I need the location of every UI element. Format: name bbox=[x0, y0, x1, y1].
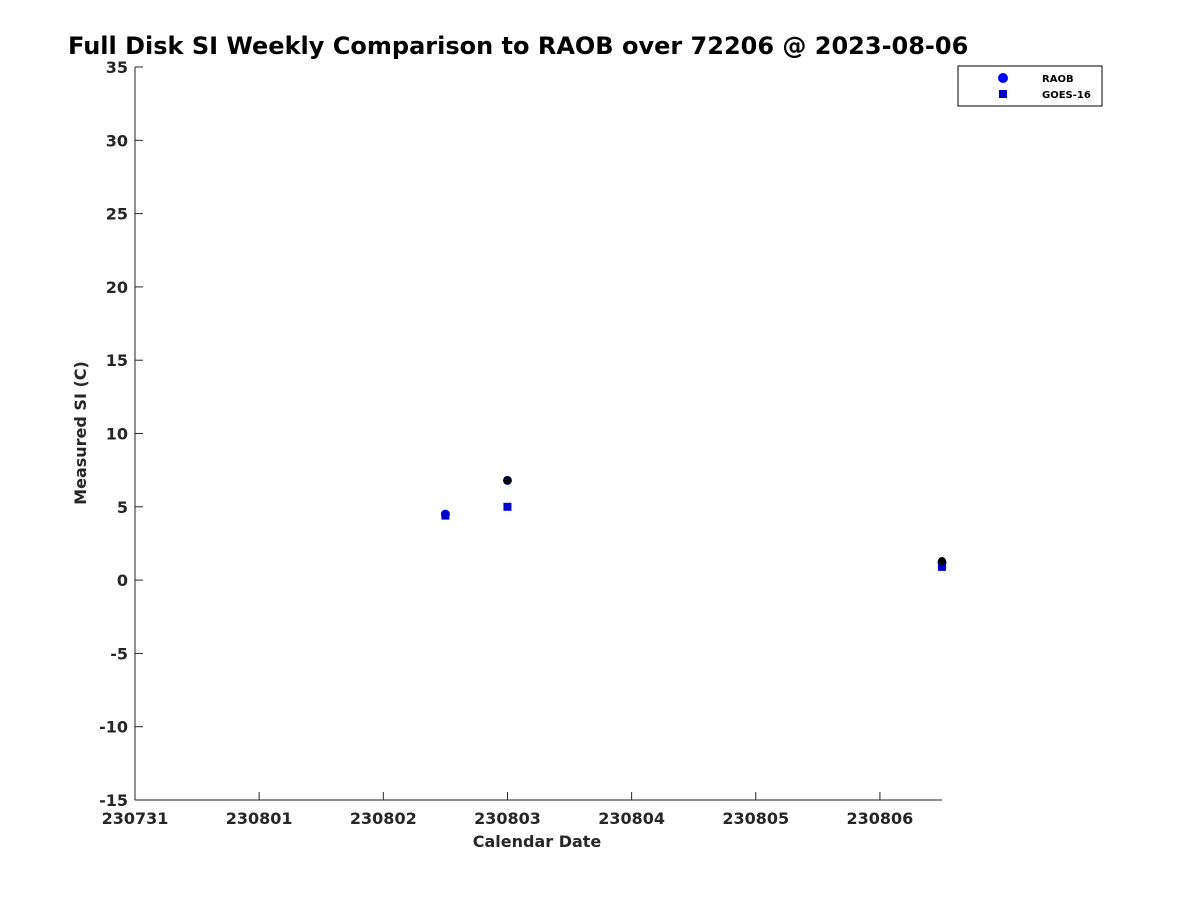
y-tick-label: 20 bbox=[106, 278, 128, 297]
x-tick-label: 230806 bbox=[847, 809, 914, 828]
y-tick-label: 0 bbox=[117, 571, 128, 590]
x-tick-label: 230805 bbox=[722, 809, 789, 828]
legend-label-goes16: GOES-16 bbox=[1042, 90, 1091, 101]
y-tick-label: 15 bbox=[106, 351, 128, 370]
outlier-point bbox=[938, 557, 946, 566]
x-tick-label: 230731 bbox=[102, 809, 169, 828]
goes16-point bbox=[938, 562, 946, 571]
x-tick-label: 230801 bbox=[226, 809, 293, 828]
y-tick-label: -15 bbox=[99, 791, 128, 810]
outlier-point bbox=[503, 476, 512, 485]
y-tick-label: -10 bbox=[99, 718, 128, 737]
x-tick-label: 230803 bbox=[474, 809, 541, 828]
chart-title: Full Disk SI Weekly Comparison to RAOB o… bbox=[68, 32, 968, 60]
y-axis-label: Measured SI (C) bbox=[71, 361, 90, 505]
y-tick-label: 5 bbox=[117, 498, 128, 517]
legend-label-raob: RAOB bbox=[1042, 74, 1074, 85]
legend-marker-raob bbox=[998, 73, 1008, 83]
axes: -15 -10 -5 0 5 10 15 20 25 30 35 230731 230801 230802… bbox=[99, 58, 942, 828]
legend-marker-goes16 bbox=[999, 90, 1007, 98]
legend-box bbox=[957, 65, 1103, 107]
y-tick-label: 35 bbox=[106, 58, 128, 77]
goes16-point bbox=[503, 502, 512, 511]
x-axis-label: Calendar Date bbox=[473, 832, 602, 851]
data-marks bbox=[440, 475, 947, 571]
y-tick-label: -5 bbox=[110, 644, 128, 663]
x-tick-label: 230804 bbox=[598, 809, 665, 828]
y-tick-label: 30 bbox=[106, 131, 128, 150]
x-tick-label: 230802 bbox=[350, 809, 417, 828]
legend: RAOB GOES-16 bbox=[957, 65, 1103, 107]
y-tick-label: 10 bbox=[106, 425, 128, 444]
y-tick-label: 25 bbox=[106, 205, 128, 224]
goes16-point bbox=[441, 511, 450, 520]
